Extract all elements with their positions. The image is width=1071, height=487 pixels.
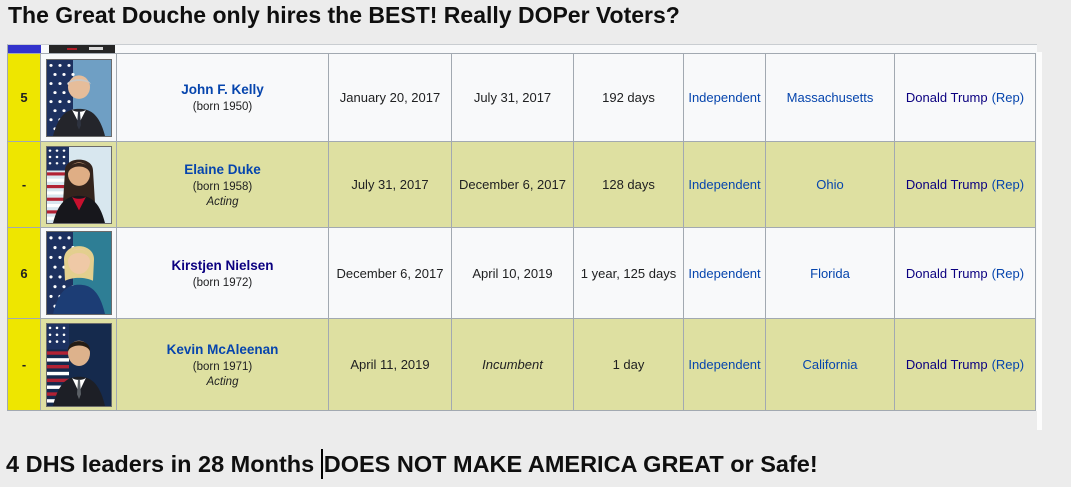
term-start-cell: January 20, 2017 [329,54,452,142]
portrait-photo[interactable] [45,145,112,224]
state-link[interactable]: California [802,357,858,372]
name-cell: Kevin McAleenan (born 1971) Acting [117,319,329,411]
president-link[interactable]: Donald Trump [905,177,988,192]
birth-year: (born 1950) [192,101,253,113]
table-row: - Kevin McAleenan (born 1971) Acting Apr… [8,319,1036,411]
row-number-cell: - [8,319,41,411]
state-cell: Florida [766,228,895,319]
post-text-editing-area[interactable]: 4 DHS leaders in 28 Months DOES NOT MAKE… [6,449,818,479]
birth-year: (born 1971) [192,360,253,373]
table-row: 5 John F. Kelly (born 1950) January 20, … [8,54,1036,142]
term-end-cell: Incumbent [452,319,574,411]
party-cell: Independent [684,54,766,142]
duration-cell: 1 day [574,319,684,411]
term-end-cell: April 10, 2019 [452,228,574,319]
row-number-cell: - [8,142,41,228]
term-start-cell: April 11, 2019 [329,319,452,411]
caption-text-before-cursor: 4 DHS leaders in 28 Months [6,451,321,477]
president-cell: Donald Trump (Rep) [895,142,1036,228]
party-cell: Independent [684,319,766,411]
row-number: 6 [20,265,28,281]
portrait-photo[interactable] [45,231,112,315]
acting-label: Acting [206,375,239,388]
row-number: - [21,177,27,192]
partial-photo-sliver [49,45,115,53]
president-party-link[interactable]: (Rep) [991,90,1025,105]
party-link[interactable]: Independent [688,177,761,192]
acting-label: Acting [206,195,239,208]
birth-year: (born 1972) [192,276,253,289]
name-cell: John F. Kelly (born 1950) [117,54,329,142]
table-row: - Elaine Duke (born 1958) Acting July 31… [8,142,1036,228]
party-cell: Independent [684,228,766,319]
photo-cell [41,142,117,228]
state-link[interactable]: Massachusetts [786,90,874,105]
birth-year: (born 1958) [192,180,253,193]
duration-cell: 128 days [574,142,684,228]
photo-sliver-white-mark [89,47,103,50]
page-title: The Great Douche only hires the BEST! Re… [8,2,680,28]
president-cell: Donald Trump (Rep) [895,319,1036,411]
term-start-cell: July 31, 2017 [329,142,452,228]
president-link[interactable]: Donald Trump [905,90,988,105]
portrait-photo[interactable] [45,58,112,137]
person-name-link[interactable]: John F. Kelly [181,82,264,97]
party-link[interactable]: Independent [688,265,761,281]
president-cell: Donald Trump (Rep) [895,228,1036,319]
row-number-cell: 6 [8,228,41,319]
row-number: 5 [20,90,28,105]
term-end-cell: December 6, 2017 [452,142,574,228]
photo-cell [41,54,117,142]
table-rows: 5 John F. Kelly (born 1950) January 20, … [8,54,1037,411]
table-row: 6 Kirstjen Nielsen (born 1972) December … [8,228,1036,319]
president-link[interactable]: Donald Trump [905,357,988,372]
president-link[interactable]: Donald Trump [905,265,988,281]
partial-cutoff-row [8,45,1036,54]
caption-text-after-cursor: DOES NOT MAKE AMERICA GREAT or Safe! [323,451,818,477]
duration-cell: 192 days [574,54,684,142]
name-cell: Kirstjen Nielsen (born 1972) [117,228,329,319]
term-start-cell: December 6, 2017 [329,228,452,319]
state-cell: Massachusetts [766,54,895,142]
image-margin-strip [1037,52,1042,430]
state-cell: Ohio [766,142,895,228]
portrait-photo[interactable] [45,322,112,407]
person-name-link[interactable]: Kirstjen Nielsen [171,257,274,273]
name-cell: Elaine Duke (born 1958) Acting [117,142,329,228]
state-cell: California [766,319,895,411]
photo-sliver-red-mark [67,48,77,50]
text-cursor [320,449,323,479]
president-cell: Donald Trump (Rep) [895,54,1036,142]
person-name-link[interactable]: Elaine Duke [184,161,261,177]
term-end-cell: July 31, 2017 [452,54,574,142]
row-number: - [21,357,27,372]
party-link[interactable]: Independent [688,357,761,372]
state-link[interactable]: Florida [810,265,850,281]
party-link[interactable]: Independent [688,90,761,105]
row-number-cell: 5 [8,54,41,142]
person-name-link[interactable]: Kevin McAleenan [166,341,279,357]
photo-cell [41,228,117,319]
state-link[interactable]: Ohio [816,177,844,192]
president-party-link[interactable]: (Rep) [991,265,1025,281]
dhs-secretaries-table: 5 John F. Kelly (born 1950) January 20, … [7,44,1037,411]
duration-cell: 1 year, 125 days [574,228,684,319]
partial-row-blue-bar [8,45,41,53]
party-cell: Independent [684,142,766,228]
president-party-link[interactable]: (Rep) [991,177,1025,192]
president-party-link[interactable]: (Rep) [991,357,1025,372]
photo-cell [41,319,117,411]
